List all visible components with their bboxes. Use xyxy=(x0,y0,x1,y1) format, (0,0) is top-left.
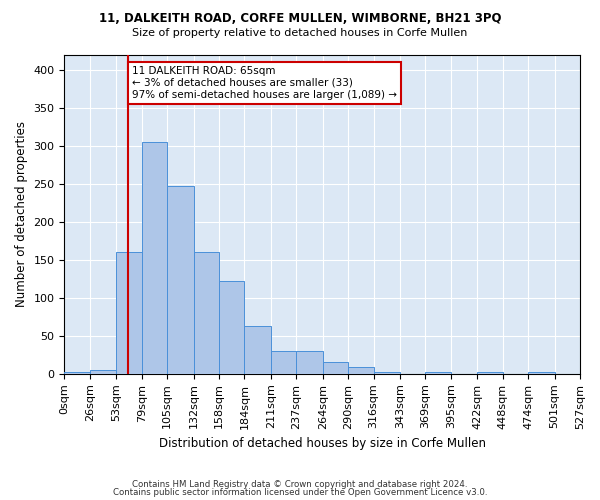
Text: Size of property relative to detached houses in Corfe Mullen: Size of property relative to detached ho… xyxy=(133,28,467,38)
Bar xyxy=(296,351,323,374)
Bar xyxy=(477,372,503,374)
Text: Contains public sector information licensed under the Open Government Licence v3: Contains public sector information licen… xyxy=(113,488,487,497)
Bar xyxy=(528,372,554,374)
Bar xyxy=(244,326,271,374)
Bar xyxy=(219,281,244,374)
Bar xyxy=(194,252,219,374)
Bar xyxy=(271,351,296,374)
X-axis label: Distribution of detached houses by size in Corfe Mullen: Distribution of detached houses by size … xyxy=(159,437,486,450)
Bar xyxy=(142,142,167,374)
Bar xyxy=(90,370,116,374)
Text: 11 DALKEITH ROAD: 65sqm
← 3% of detached houses are smaller (33)
97% of semi-det: 11 DALKEITH ROAD: 65sqm ← 3% of detached… xyxy=(132,66,397,100)
Bar xyxy=(167,186,194,374)
Bar xyxy=(425,372,451,374)
Bar xyxy=(348,367,374,374)
Bar xyxy=(64,372,90,374)
Bar xyxy=(374,372,400,374)
Text: Contains HM Land Registry data © Crown copyright and database right 2024.: Contains HM Land Registry data © Crown c… xyxy=(132,480,468,489)
Bar xyxy=(323,362,348,374)
Y-axis label: Number of detached properties: Number of detached properties xyxy=(15,122,28,308)
Bar xyxy=(116,252,142,374)
Text: 11, DALKEITH ROAD, CORFE MULLEN, WIMBORNE, BH21 3PQ: 11, DALKEITH ROAD, CORFE MULLEN, WIMBORN… xyxy=(99,12,501,26)
